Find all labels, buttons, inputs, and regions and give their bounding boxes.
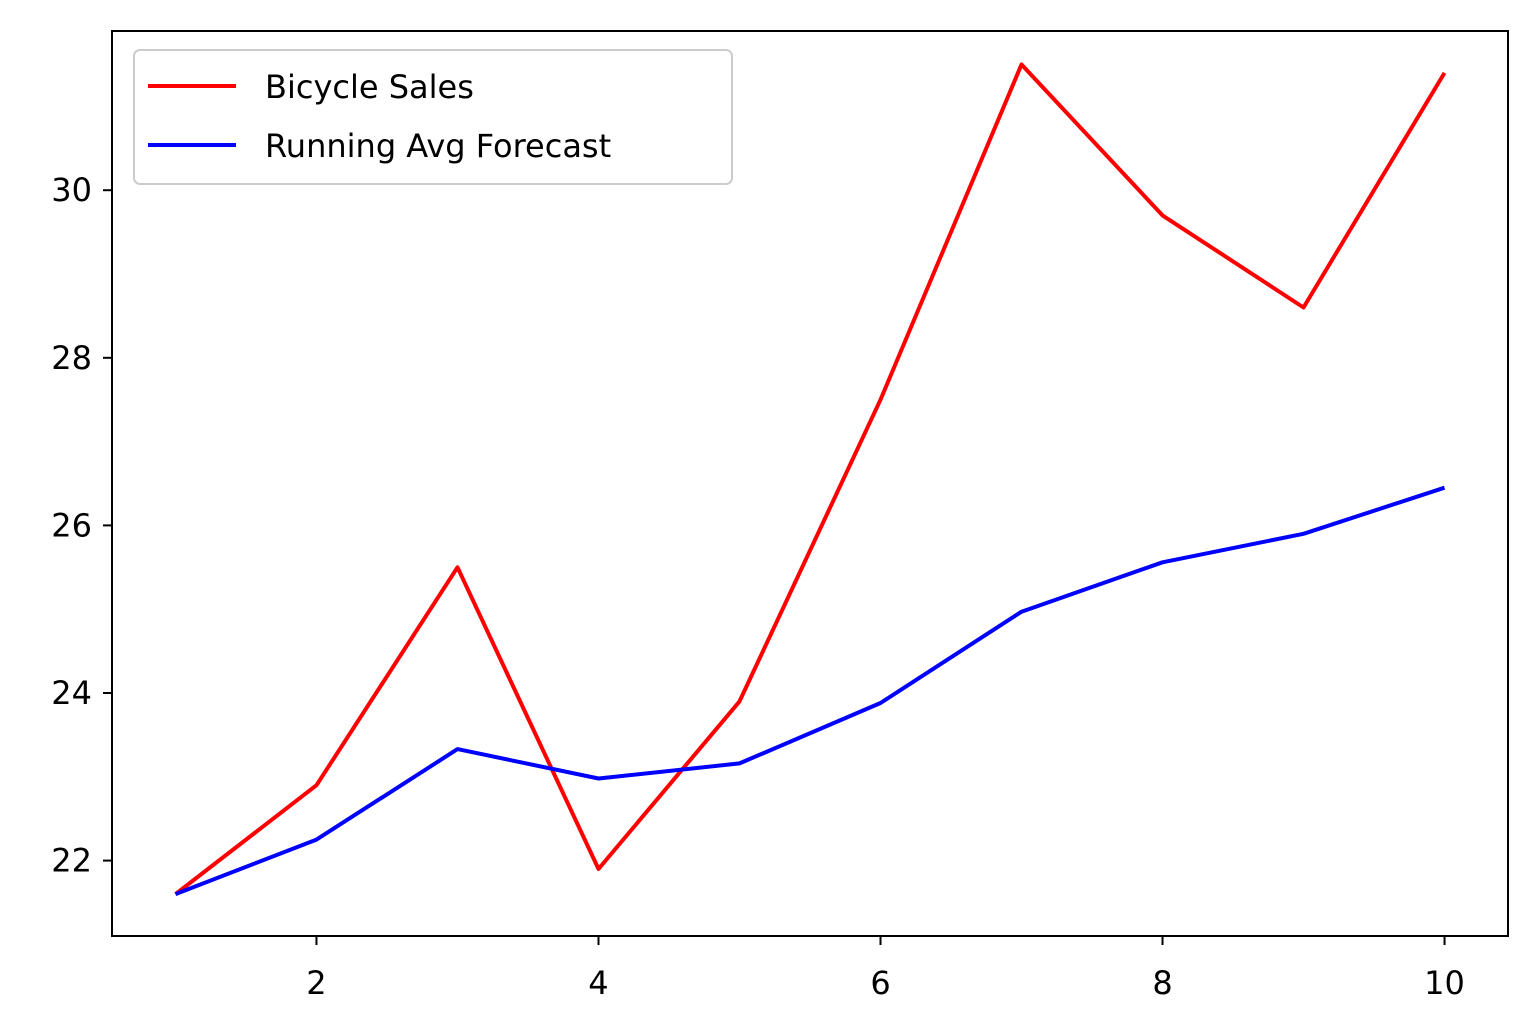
series-line-bicycle-sales — [174, 62, 1447, 896]
legend-label-running-avg-forecast: Running Avg Forecast — [265, 127, 611, 165]
legend-box — [133, 49, 733, 185]
legend: Bicycle Sales Running Avg Forecast — [133, 49, 733, 185]
x-axis-ticks: 2 4 6 8 10 — [306, 936, 1465, 1002]
x-tick-label: 6 — [870, 964, 890, 1002]
x-tick-label: 2 — [306, 964, 326, 1002]
plot-area-frame — [111, 30, 1509, 937]
x-tick-label: 8 — [1152, 964, 1172, 1002]
y-tick-label: 22 — [51, 842, 92, 880]
x-tick-label: 10 — [1424, 964, 1465, 1002]
y-tick-label: 26 — [51, 506, 92, 544]
y-axis-ticks: 22 24 26 28 30 — [51, 171, 112, 880]
legend-label-bicycle-sales: Bicycle Sales — [265, 68, 474, 106]
x-tick-label: 4 — [588, 964, 608, 1002]
y-tick-label: 28 — [51, 339, 92, 377]
y-tick-label: 30 — [51, 171, 92, 209]
series-lines — [174, 62, 1447, 896]
series-line-running-avg-forecast — [174, 485, 1446, 896]
y-tick-label: 24 — [51, 674, 92, 712]
